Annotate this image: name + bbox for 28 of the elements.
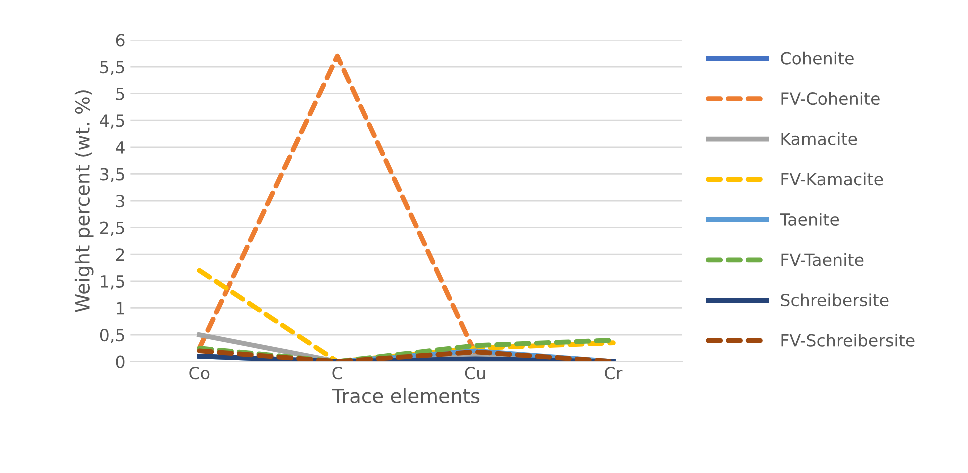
legend-label: FV-Kamacite [782, 172, 884, 186]
legend-label: Schreibersite [781, 294, 889, 307]
y-tick-label: 3 [116, 194, 124, 208]
y-tick-label: 4,5 [100, 114, 124, 129]
y-tick-label: 2 [116, 248, 124, 261]
legend-label: Cohenite [781, 52, 854, 65]
y-tick-label: 5 [116, 88, 124, 100]
x-tick-label: Co [190, 367, 210, 380]
y-tick-label: 2,5 [100, 222, 124, 236]
legend-label: FV-Taenite [782, 253, 864, 266]
y-tick-label: 3,5 [100, 168, 124, 182]
y-tick-label: 0,5 [100, 329, 124, 344]
x-tick-label: Cr [605, 367, 623, 380]
y-tick-label: 4 [116, 142, 125, 154]
x-tick-label: C [332, 367, 343, 380]
x-tick-label: Cu [465, 367, 486, 380]
legend-label: FV-Cohenite [782, 92, 880, 106]
legend-label: FV-Schreibersite [782, 334, 915, 347]
y-tick-label: 5,5 [100, 61, 124, 76]
line-series [197, 268, 616, 362]
x-axis-title: Trace elements [332, 388, 480, 404]
legend-label: Kamacite [782, 132, 858, 146]
y-tick-label: 1 [117, 302, 124, 315]
legend-label: Taenite [780, 213, 840, 226]
y-axis-title: Weight percent (wt. %) [74, 90, 94, 312]
y-tick-label: 6 [116, 34, 125, 47]
y-tick-label: 0 [116, 356, 125, 368]
y-tick-label: 1,5 [101, 276, 124, 290]
